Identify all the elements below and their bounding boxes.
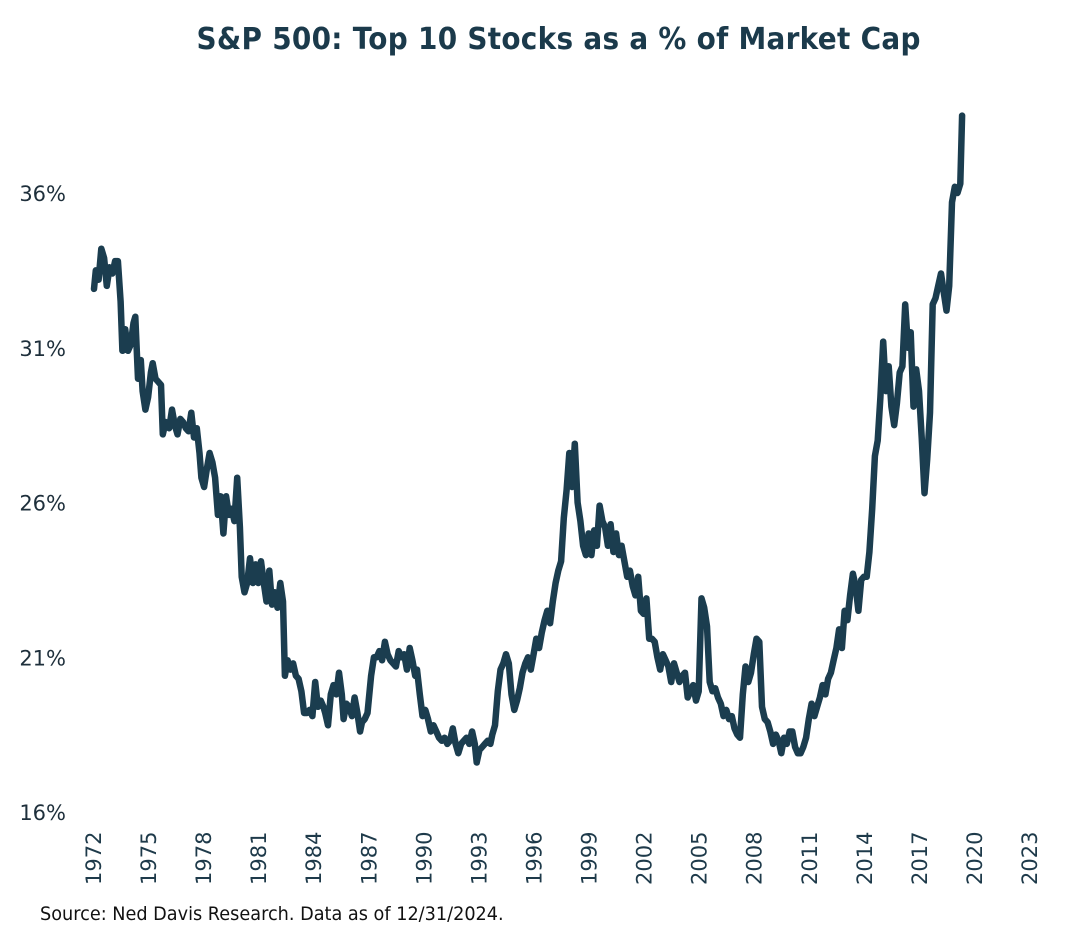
- y-tick-label: 26%: [19, 492, 66, 516]
- series-line: [90, 112, 966, 766]
- series-layer: [90, 112, 966, 766]
- x-tick-label: 1981: [247, 832, 271, 885]
- x-tick-label: 1984: [302, 832, 326, 885]
- x-tick-label: 2005: [688, 832, 712, 885]
- y-tick-label: 16%: [19, 801, 66, 825]
- x-tick-label: 1999: [578, 832, 602, 885]
- x-tick-label: 2023: [1018, 832, 1042, 885]
- x-tick-label: 1975: [137, 832, 161, 885]
- x-tick-label: 2008: [743, 832, 767, 885]
- chart-title: S&P 500: Top 10 Stocks as a % of Market …: [196, 22, 921, 57]
- x-tick-label: 2020: [963, 832, 987, 885]
- x-tick-label: 2017: [908, 832, 932, 885]
- x-tick-label: 1996: [522, 832, 546, 885]
- y-tick-label: 21%: [19, 646, 66, 670]
- x-axis-ticks: 1972 1975 1978 1981 1984 1987 1990 1993 1996 1999…: [82, 832, 1042, 885]
- x-tick-label: 1990: [412, 832, 436, 885]
- y-tick-label: 31%: [19, 337, 66, 361]
- x-tick-label: 1993: [467, 832, 491, 885]
- x-tick-label: 1987: [357, 832, 381, 885]
- x-tick-label: 2002: [633, 832, 657, 885]
- x-tick-label: 2011: [798, 832, 822, 885]
- y-axis-ticks: 36% 31% 26% 21% 16%: [19, 182, 66, 825]
- x-tick-label: 1972: [82, 832, 106, 885]
- source-note: Source: Ned Davis Research. Data as of 1…: [40, 903, 504, 925]
- x-tick-label: 2014: [853, 832, 877, 885]
- x-tick-label: 1978: [192, 832, 216, 885]
- y-tick-label: 36%: [19, 182, 66, 206]
